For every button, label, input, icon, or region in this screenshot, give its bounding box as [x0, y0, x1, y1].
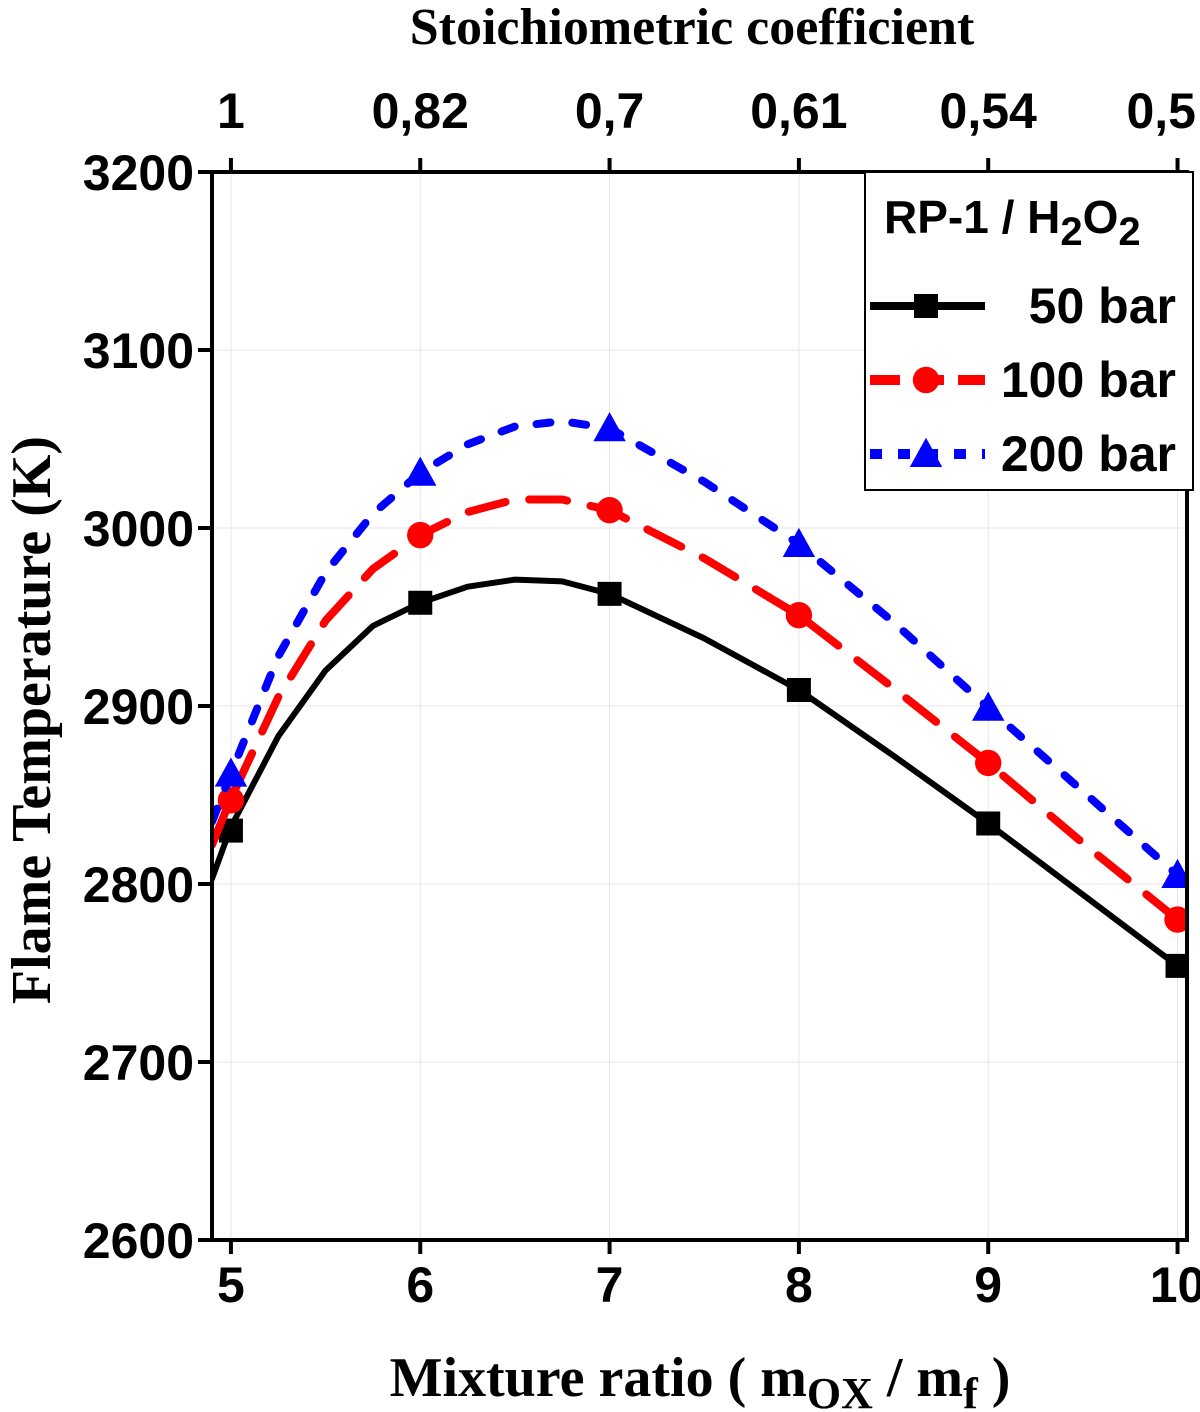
x-axis-title-end: )	[978, 1347, 1011, 1409]
x-tick-label: 6	[406, 1257, 434, 1313]
y-tick-label: 2600	[83, 1213, 194, 1269]
data-point	[976, 811, 1001, 836]
x-axis-title-sub-ox: OX	[807, 1369, 873, 1412]
data-point	[1164, 906, 1187, 933]
data-point	[593, 412, 626, 442]
data-point	[1161, 858, 1187, 889]
data-point	[214, 757, 248, 787]
legend-box	[864, 171, 1194, 491]
x-tick-label: 10	[1150, 1257, 1200, 1313]
data-point	[408, 590, 433, 615]
x-axis-title: Mixture ratio ( mOX / mf )	[390, 1347, 1011, 1412]
legend-title-mid: O	[1083, 191, 1119, 243]
top-tick-label: 0,7	[575, 83, 645, 139]
x-axis-title-sub-f: f	[963, 1369, 979, 1412]
top-tick-label: 0,54	[940, 83, 1038, 139]
data-point	[786, 677, 811, 702]
x-axis-title-main: Mixture ratio ( m	[390, 1347, 807, 1409]
data-point	[785, 602, 813, 629]
top-tick-label: 0,5	[1126, 83, 1196, 139]
data-point	[596, 497, 623, 524]
legend-title: RP-1 / H2O2	[884, 191, 1141, 254]
legend-label: 50 bar	[1029, 278, 1176, 334]
axis-ticks: 2600 2700 2800 2900 3000 3100 3200 5 6 7 8 9 10 1 0,82…	[83, 83, 1200, 1313]
data-point	[407, 521, 434, 549]
legend-marker	[914, 294, 938, 318]
x-tick-label: 9	[974, 1257, 1002, 1313]
x-tick-label: 7	[596, 1257, 624, 1313]
legend-marker	[909, 437, 943, 467]
data-point	[782, 527, 816, 557]
x-axis-title-mid: / m	[873, 1347, 963, 1409]
y-tick-label: 3200	[83, 145, 194, 201]
data-point	[975, 749, 1002, 777]
legend-label: 100 bar	[1001, 352, 1176, 408]
data-point	[217, 787, 245, 814]
top-tick-label: 1	[217, 83, 245, 139]
data-point	[972, 691, 1005, 721]
x-tick-label: 5	[217, 1257, 245, 1313]
x-tick-label: 8	[785, 1257, 813, 1313]
series-50-bar	[212, 576, 1187, 978]
series-line	[212, 417, 1182, 880]
y-tick-label: 3100	[83, 323, 194, 379]
data-point	[1165, 953, 1187, 978]
data-point	[404, 456, 437, 486]
y-tick-label: 3000	[83, 501, 194, 557]
legend-marker	[912, 366, 940, 394]
y-tick-label: 2800	[83, 857, 194, 913]
legend-entries: 50 bar 100 bar 200 bar	[870, 278, 1176, 482]
legend-title-sub2: 2	[1118, 210, 1140, 254]
top-axis-title: Stoichiometric coefficient	[410, 0, 975, 56]
top-tick-label: 0,82	[372, 83, 469, 139]
legend-title-main: RP-1 / H	[884, 191, 1060, 243]
y-axis-title: Flame Temperature (K)	[1, 436, 63, 1004]
series-line	[212, 576, 1181, 969]
series-layer	[212, 412, 1187, 978]
legend-title-sub1: 2	[1060, 210, 1082, 254]
top-tick-label: 0,61	[750, 83, 847, 139]
series-200-bar	[212, 412, 1187, 889]
y-tick-label: 2900	[83, 679, 194, 735]
series-100-bar	[212, 495, 1187, 933]
y-tick-label: 2700	[83, 1035, 194, 1091]
data-point	[597, 581, 622, 606]
legend-label: 200 bar	[1001, 426, 1176, 482]
series-line	[212, 495, 1182, 924]
